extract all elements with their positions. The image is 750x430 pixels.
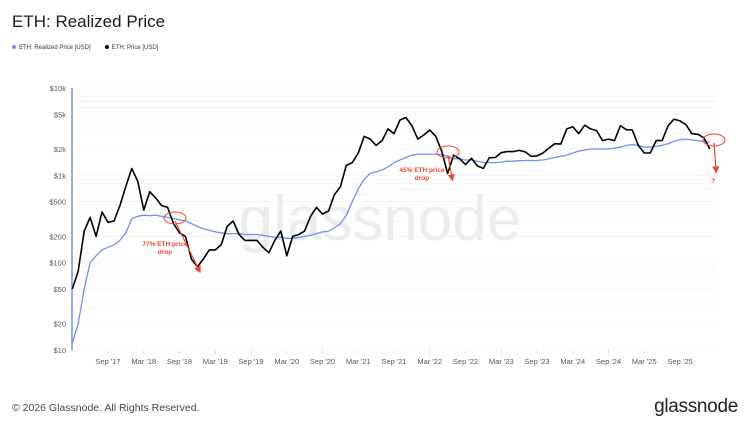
annotation-label: drop [158, 249, 172, 256]
x-tick-label: Sep '17 [95, 357, 120, 366]
y-tick-label: $20 [53, 320, 66, 329]
y-tick-label: $200 [49, 232, 66, 241]
y-tick-label: $10k [50, 84, 67, 93]
annotation-arrow [712, 142, 720, 174]
annotation-label: 77% ETH price [142, 241, 188, 248]
x-tick-label: Mar '21 [346, 357, 371, 366]
legend-dot-icon [104, 45, 109, 50]
x-tick-label: Sep '19 [238, 357, 263, 366]
x-tick-label: Mar '18 [131, 357, 156, 366]
y-tick-label: $500 [49, 198, 66, 207]
annotation-circle [163, 211, 187, 225]
glassnode-logo: glassnode [654, 396, 738, 417]
legend-item-price[interactable]: ETH: Price [USD] [104, 45, 158, 51]
x-tick-label: Sep '20 [310, 357, 335, 366]
x-tick-label: Sep '25 [667, 357, 692, 366]
y-tick-label: $10 [53, 346, 66, 355]
legend-dot-icon [12, 45, 16, 50]
annotation-label: 45% ETH price [399, 167, 445, 174]
annotation-label: ? [711, 178, 715, 185]
x-tick-label: Mar '22 [417, 357, 442, 366]
x-tick-label: Sep '24 [596, 357, 621, 366]
x-tick-label: Mar '23 [489, 357, 514, 366]
annotation-arrow [174, 220, 201, 274]
realized-price-line [71, 138, 710, 344]
watermark: glassnode [239, 185, 522, 254]
legend-item-realized-price[interactable]: ETH: Realized Price [USD] [12, 45, 91, 51]
price-line [71, 116, 711, 290]
x-tick-label: Mar '19 [203, 357, 228, 366]
x-tick-label: Mar '20 [274, 357, 299, 366]
x-tick-label: Sep '23 [524, 357, 549, 366]
x-tick-label: Sep '22 [453, 357, 478, 366]
y-tick-label: $100 [49, 259, 66, 268]
annotation-arrow [447, 154, 455, 182]
x-tick-label: Mar '24 [560, 357, 585, 366]
annotation-label: drop [415, 175, 429, 182]
copyright: © 2026 Glassnode. All Rights Reserved. [12, 402, 200, 414]
y-tick-label: $1k [54, 171, 66, 180]
x-tick-label: Mar '25 [632, 357, 657, 366]
y-tick-label: $5k [54, 110, 66, 119]
chart-title: ETH: Realized Price [12, 12, 166, 31]
x-tick-label: Sep '21 [381, 357, 406, 366]
y-tick-label: $50 [53, 285, 66, 294]
y-tick-label: $2k [54, 145, 66, 154]
x-tick-label: Sep '18 [167, 357, 192, 366]
legend: ETH: Realized Price [USD] ETH: Price [US… [12, 45, 158, 51]
